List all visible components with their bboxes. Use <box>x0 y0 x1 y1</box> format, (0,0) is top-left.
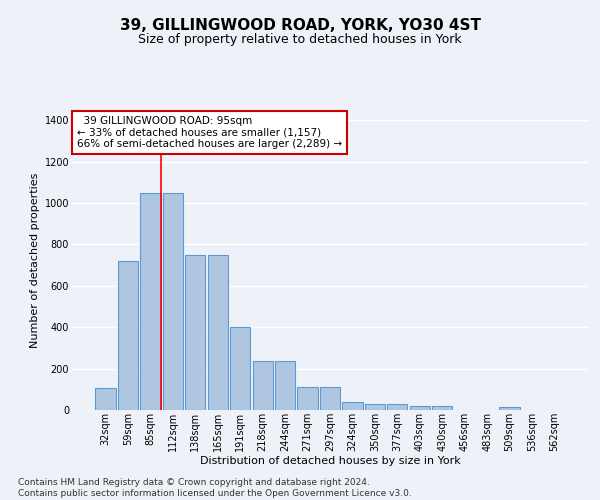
Bar <box>140 193 161 410</box>
Text: 39, GILLINGWOOD ROAD, YORK, YO30 4ST: 39, GILLINGWOOD ROAD, YORK, YO30 4ST <box>119 18 481 32</box>
Bar <box>320 387 340 410</box>
Bar <box>185 255 205 410</box>
Bar <box>163 193 183 410</box>
Bar <box>118 261 138 410</box>
Text: Contains HM Land Registry data © Crown copyright and database right 2024.
Contai: Contains HM Land Registry data © Crown c… <box>18 478 412 498</box>
Bar <box>275 362 295 410</box>
Bar <box>365 404 385 410</box>
Bar <box>410 406 430 410</box>
Bar <box>432 406 452 410</box>
Bar <box>387 404 407 410</box>
Y-axis label: Number of detached properties: Number of detached properties <box>31 172 40 348</box>
Bar <box>208 255 228 410</box>
Text: 39 GILLINGWOOD ROAD: 95sqm
← 33% of detached houses are smaller (1,157)
66% of s: 39 GILLINGWOOD ROAD: 95sqm ← 33% of deta… <box>77 116 342 149</box>
Bar <box>253 362 273 410</box>
Text: Size of property relative to detached houses in York: Size of property relative to detached ho… <box>138 32 462 46</box>
Bar <box>230 327 250 410</box>
Bar <box>298 387 317 410</box>
Bar <box>499 407 520 410</box>
Bar <box>343 402 362 410</box>
X-axis label: Distribution of detached houses by size in York: Distribution of detached houses by size … <box>200 456 460 466</box>
Bar <box>95 388 116 410</box>
